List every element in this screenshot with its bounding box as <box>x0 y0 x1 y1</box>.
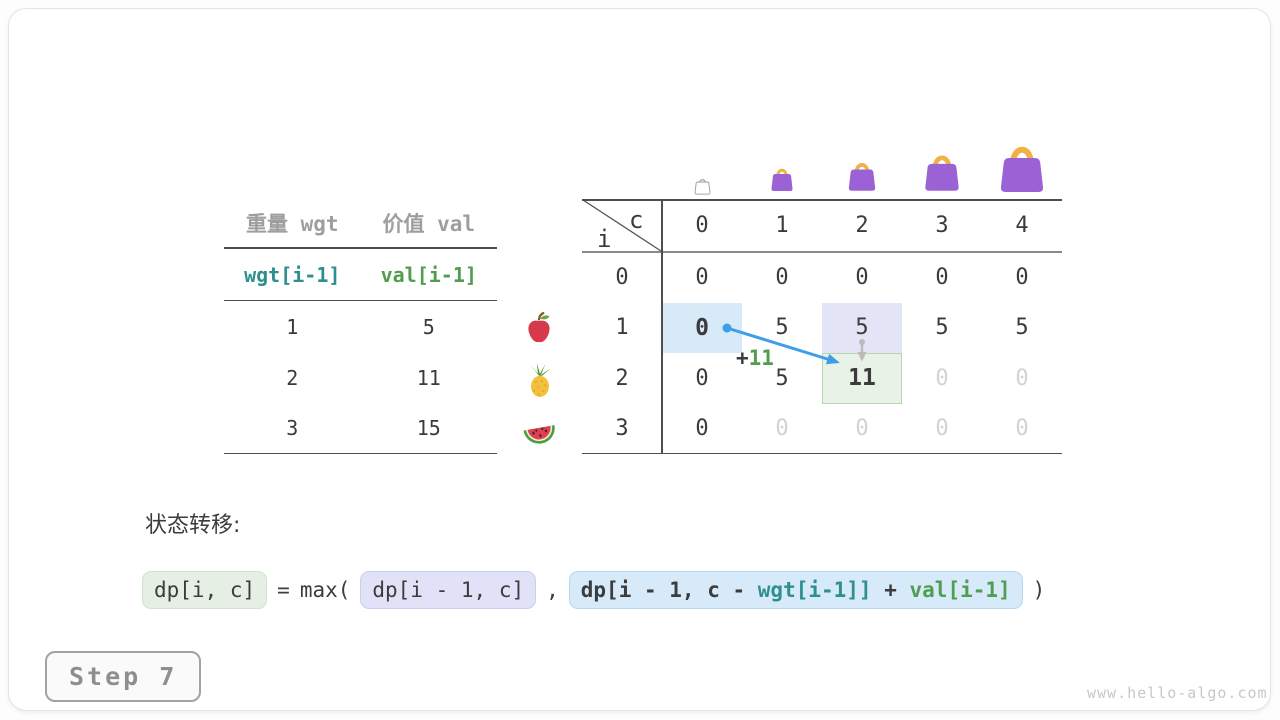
item-2-value: 11 <box>416 365 441 390</box>
col-header-3: 3 <box>935 213 949 238</box>
state-transition-label: 状态转移: <box>145 513 241 538</box>
col-header-0: 0 <box>695 213 709 238</box>
val-formula-cell: val[i-1] <box>380 262 477 287</box>
items-table-formula-row: wgt[i-1] val[i-1] <box>224 249 497 301</box>
dp-cell-0-2: 0 <box>855 264 869 290</box>
row-header-2: 2 <box>615 365 629 391</box>
added-value-annotation: +11 <box>736 346 774 370</box>
blue-transition-arrow <box>726 326 840 365</box>
item-3-weight: 3 <box>286 416 299 440</box>
formula-lhs: dp[i, c] <box>142 571 268 609</box>
dp-cell-1-3: 5 <box>935 315 949 341</box>
item-row-2: 2 11 <box>224 352 497 403</box>
corner-row-label: i <box>597 225 611 252</box>
dp-cell-2-0: 0 <box>695 365 709 391</box>
dp-cell-2-3: 0 <box>935 365 949 391</box>
formula-close-paren: ) <box>1032 578 1046 602</box>
figure-card: 重量 wgt 价值 val wgt[i-1] val[i-1] 1 5 2 11… <box>8 8 1271 711</box>
formula-arg2: dp[i - 1, c - wgt[i-1]] + val[i-1] <box>568 571 1023 609</box>
watermark: www.hello-algo.com <box>1087 684 1268 702</box>
dp-table-header-rule <box>582 251 1062 253</box>
row-header-1: 1 <box>615 315 629 341</box>
bag-large-icon <box>925 155 959 191</box>
corner-col-label: c <box>629 206 643 234</box>
formula-arg2-wgt: wgt[i-1]] <box>757 578 872 602</box>
dp-cell-2-1: 5 <box>775 365 789 391</box>
item-1-value: 5 <box>422 314 435 339</box>
added-value: 11 <box>748 346 774 370</box>
transition-formula: dp[i, c] = max( dp[i - 1, c] , dp[i - 1,… <box>142 571 1045 609</box>
dp-table-vertical-rule <box>661 199 663 454</box>
dp-cell-1-4: 5 <box>1015 315 1029 341</box>
formula-arg1: dp[i - 1, c] <box>360 571 537 609</box>
formula-comma: , <box>546 578 559 602</box>
row-header-3: 3 <box>615 416 629 442</box>
dp-cell-0-1: 0 <box>775 264 789 290</box>
step-badge: Step 7 <box>45 651 202 702</box>
dp-cell-3-1: 0 <box>775 416 789 442</box>
dp-cell-3-0: 0 <box>695 416 709 442</box>
formula-arg2-prefix: dp[i - 1, c - <box>580 578 758 602</box>
formula-equals: = <box>277 578 290 602</box>
dp-cell-2-4: 0 <box>1015 365 1029 391</box>
bag-medium-icon <box>848 162 876 191</box>
dp-cell-0-4: 0 <box>1015 264 1029 290</box>
dp-cell-3-4: 0 <box>1015 416 1029 442</box>
item-1-weight: 1 <box>286 314 299 339</box>
value-column-header: 价值 val <box>382 212 476 236</box>
col-header-4: 4 <box>1015 213 1029 238</box>
bag-outline-icon <box>694 179 711 195</box>
formula-max-open: max( <box>299 578 351 602</box>
transition-arrows <box>722 323 867 365</box>
dp-cell-0-0: 0 <box>695 264 709 290</box>
dp-cell-3-2: 0 <box>855 416 869 442</box>
plus-sign: + <box>736 346 749 370</box>
item-3-value: 15 <box>416 416 441 440</box>
item-row-3: 3 15 <box>224 403 497 454</box>
dp-corner-cell: c i <box>582 199 662 252</box>
dp-cell-1-1: 5 <box>775 315 789 341</box>
apple-icon <box>528 311 550 343</box>
dp-table-top-rule <box>582 199 1062 201</box>
items-table-header-row: 重量 wgt 价值 val <box>224 199 497 249</box>
bag-small-icon <box>771 168 793 191</box>
dp-table-bottom-rule <box>582 452 1062 454</box>
item-row-1: 1 5 <box>224 301 497 352</box>
weight-column-header: 重量 wgt <box>245 212 339 236</box>
items-table: 重量 wgt 价值 val wgt[i-1] val[i-1] 1 5 2 11… <box>224 199 497 454</box>
wgt-formula-cell: wgt[i-1] <box>244 262 341 287</box>
row-header-0: 0 <box>615 264 629 290</box>
watermelon-icon <box>523 425 555 444</box>
col-header-2: 2 <box>855 213 869 238</box>
pineapple-icon <box>530 363 551 397</box>
bag-xlarge-icon <box>1000 146 1044 192</box>
dp-cell-0-3: 0 <box>935 264 949 290</box>
item-2-weight: 2 <box>286 365 299 390</box>
dp-cell-3-3: 0 <box>935 416 949 442</box>
formula-arg2-val: val[i-1] <box>909 578 1011 602</box>
col-header-1: 1 <box>775 213 789 238</box>
formula-arg2-plus: + <box>871 578 910 602</box>
